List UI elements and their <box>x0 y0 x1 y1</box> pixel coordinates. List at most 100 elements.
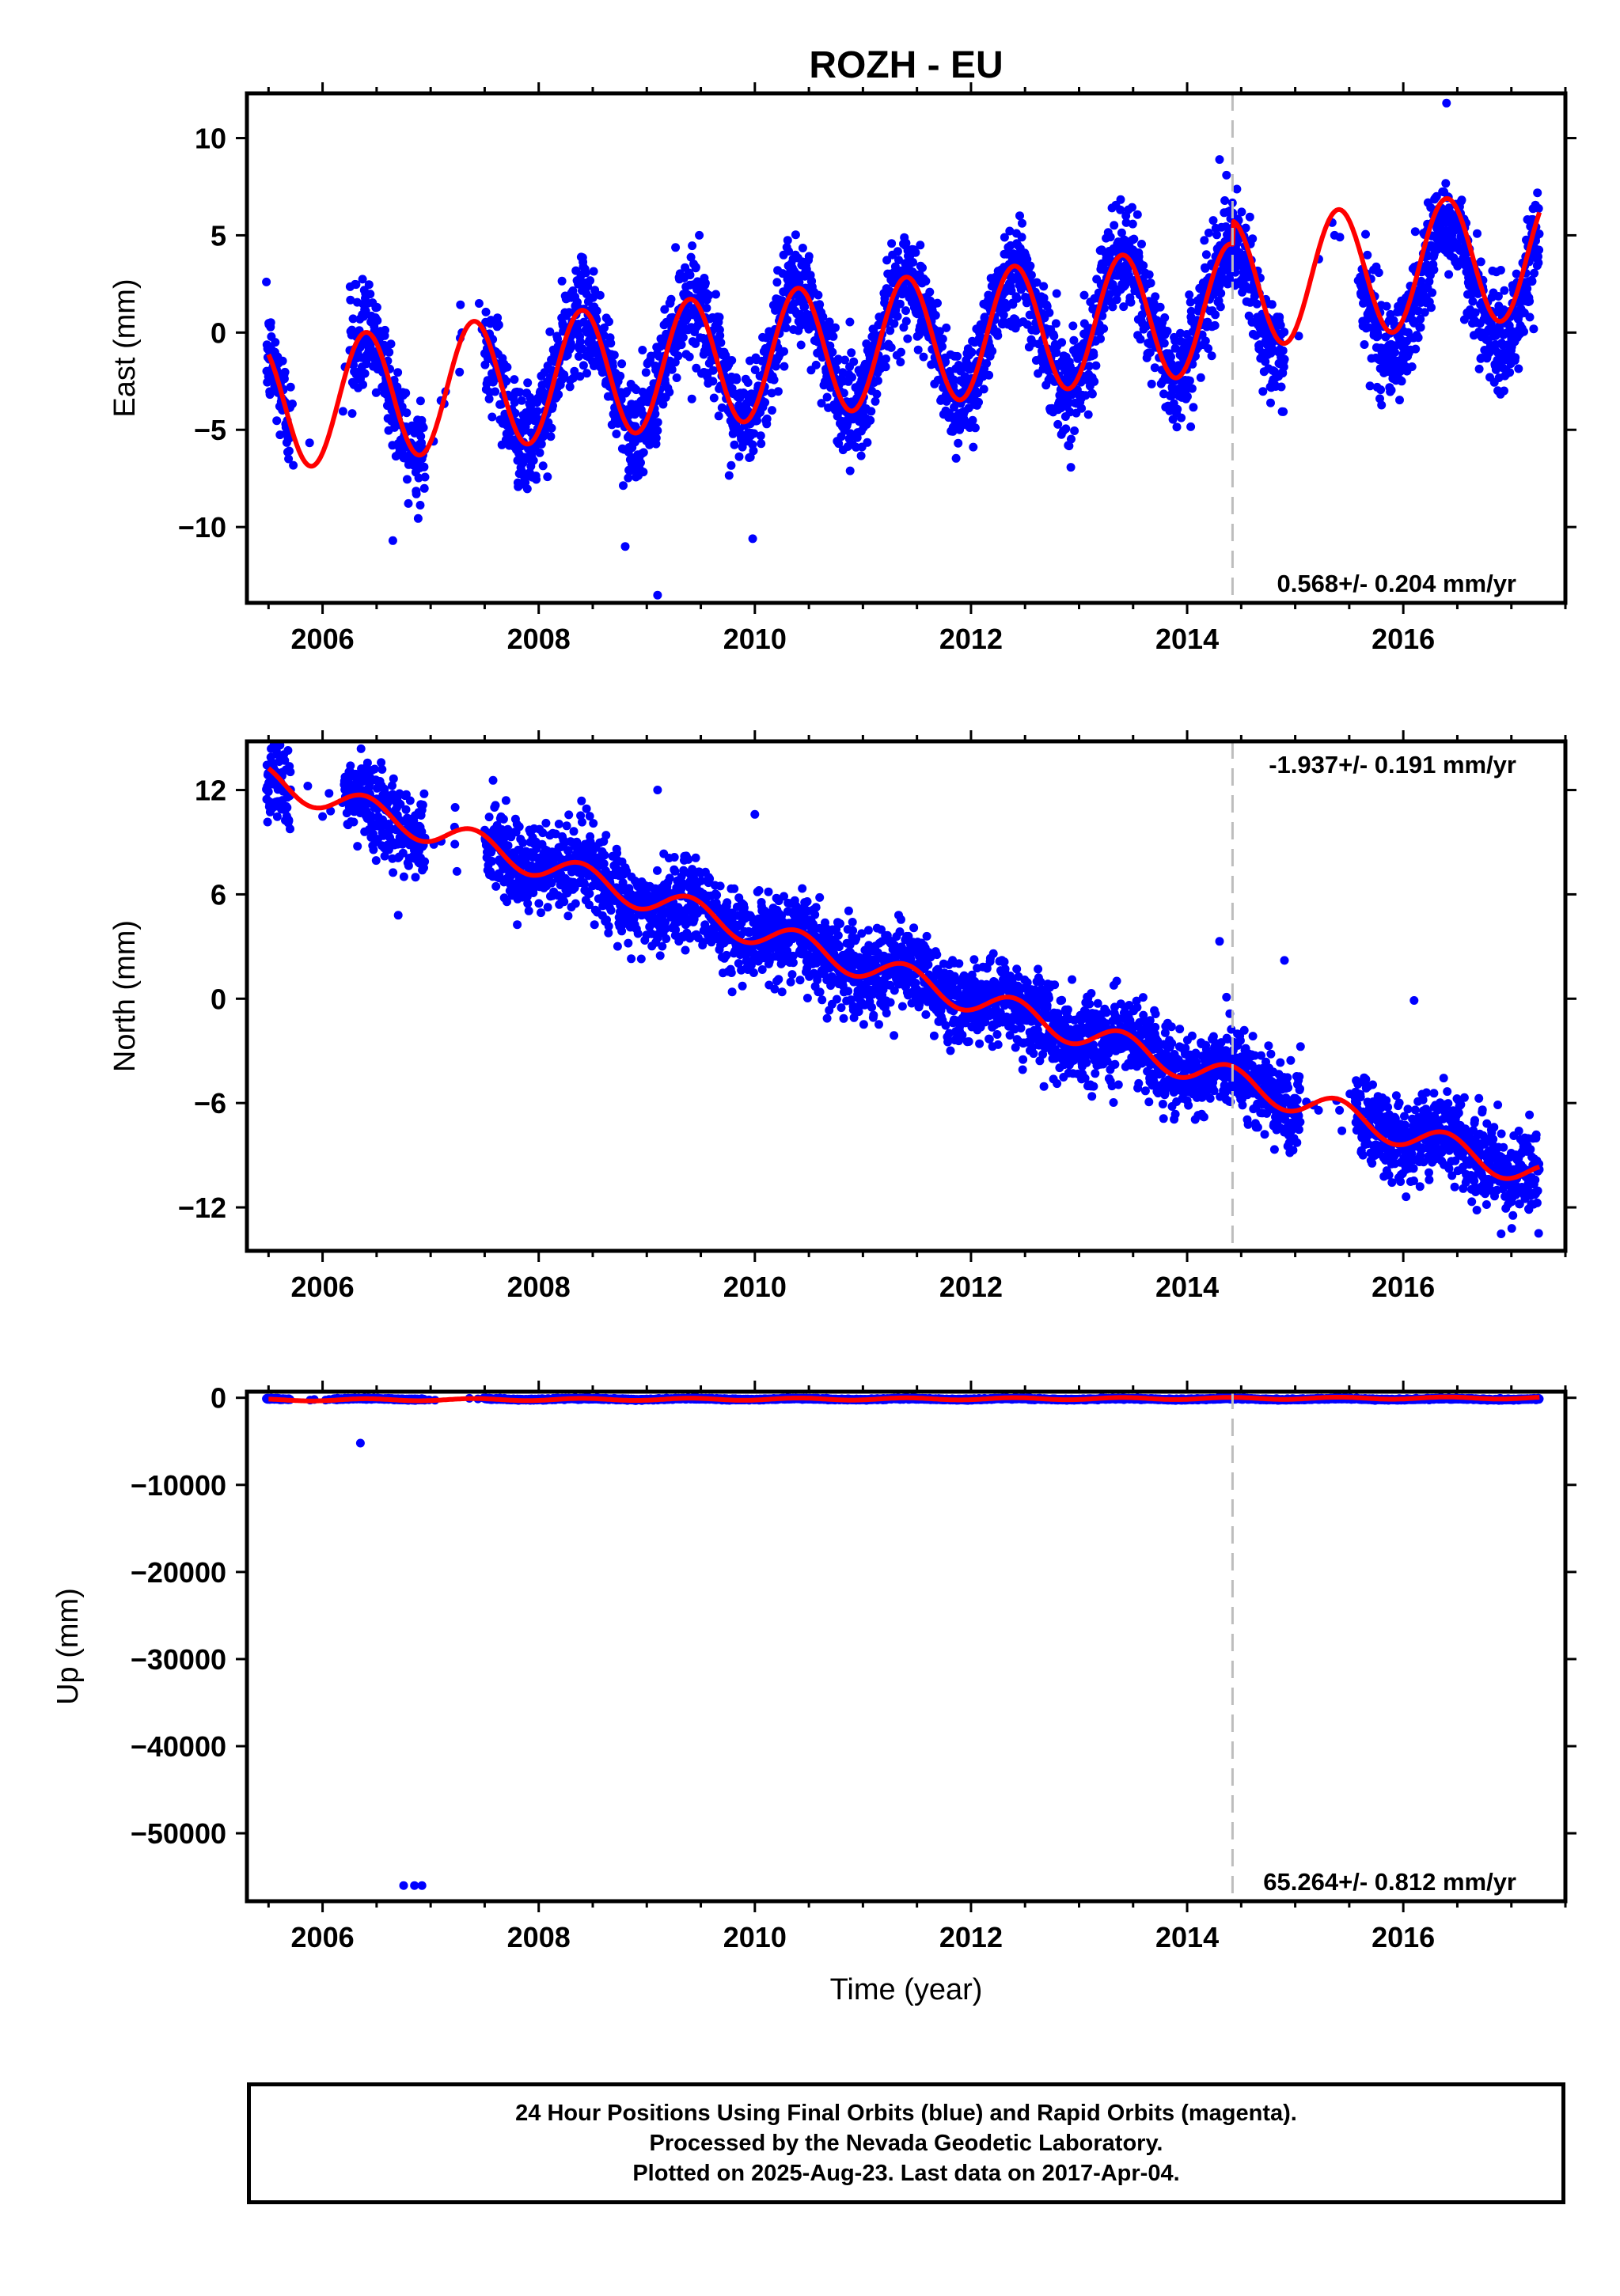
position-point <box>882 354 890 364</box>
position-point <box>564 810 574 820</box>
position-point <box>780 362 789 371</box>
position-point <box>893 247 902 256</box>
position-point <box>1500 386 1508 396</box>
position-point <box>730 440 739 449</box>
position-point <box>575 337 585 347</box>
position-point <box>305 438 314 448</box>
position-point <box>484 813 494 822</box>
position-point <box>1294 332 1303 341</box>
position-point <box>727 460 736 470</box>
position-point <box>1427 303 1436 313</box>
position-point <box>419 423 428 432</box>
position-point <box>872 389 882 399</box>
position-point <box>833 354 843 364</box>
position-point <box>636 458 645 468</box>
figure-title: ROZH - EU <box>809 44 1003 86</box>
position-point <box>715 881 725 891</box>
position-point <box>1136 335 1145 344</box>
position-point <box>653 426 662 435</box>
position-point <box>1099 324 1109 333</box>
position-point <box>931 311 940 320</box>
x-tick-label: 2016 <box>1371 623 1435 655</box>
position-point <box>867 407 876 416</box>
position-point <box>1077 404 1087 413</box>
position-point <box>371 388 381 397</box>
position-point <box>1069 335 1079 345</box>
position-point <box>586 276 595 286</box>
position-point <box>974 397 983 407</box>
position-point <box>1382 301 1391 311</box>
position-point <box>1098 311 1107 320</box>
position-point <box>581 268 590 278</box>
position-point <box>1067 434 1076 444</box>
position-point <box>968 415 977 425</box>
position-point <box>1079 290 1089 300</box>
position-point <box>1361 229 1370 239</box>
position-point <box>386 339 396 349</box>
position-point <box>814 290 823 300</box>
position-point <box>641 368 651 377</box>
position-point <box>606 906 616 915</box>
position-point <box>546 432 556 441</box>
position-point <box>1407 362 1417 371</box>
position-point <box>1139 261 1148 271</box>
position-point <box>491 387 500 396</box>
position-point <box>1534 258 1543 267</box>
position-point <box>455 367 465 377</box>
position-point <box>921 276 931 286</box>
position-point <box>1108 302 1117 312</box>
position-point <box>553 334 562 343</box>
position-point <box>272 812 282 821</box>
position-point <box>370 764 379 774</box>
position-point <box>743 378 753 387</box>
position-point <box>778 269 787 278</box>
position-point <box>781 324 791 332</box>
position-point <box>988 347 997 356</box>
position-point <box>1535 245 1544 255</box>
position-point <box>1182 392 1192 401</box>
position-point <box>979 385 988 394</box>
position-point <box>749 446 758 456</box>
position-point <box>524 906 533 915</box>
position-point <box>450 839 460 849</box>
position-point <box>1511 353 1520 362</box>
position-point <box>665 388 674 397</box>
position-point <box>1073 354 1083 363</box>
position-point <box>474 299 484 308</box>
position-point <box>568 373 578 383</box>
position-point <box>1150 363 1159 373</box>
position-point <box>1007 286 1016 296</box>
position-point <box>503 841 513 851</box>
position-point <box>616 371 625 381</box>
position-point <box>873 376 882 385</box>
position-point <box>1376 385 1386 395</box>
position-point <box>1428 288 1437 297</box>
position-point <box>373 316 382 325</box>
position-point <box>1132 210 1142 219</box>
position-point <box>557 276 567 286</box>
position-point <box>743 406 753 415</box>
position-point <box>266 318 275 328</box>
position-point <box>893 312 902 321</box>
position-point <box>397 402 407 411</box>
position-point <box>1444 270 1454 279</box>
position-point <box>897 347 905 357</box>
position-point <box>1527 277 1537 286</box>
position-point <box>577 796 586 805</box>
position-point <box>403 475 412 484</box>
position-point <box>404 498 413 508</box>
position-point <box>1196 373 1205 382</box>
position-point <box>818 312 828 321</box>
position-point <box>1261 357 1270 366</box>
position-point <box>636 954 646 964</box>
position-point <box>670 853 679 862</box>
position-point <box>1005 226 1015 236</box>
position-point <box>1201 263 1210 273</box>
position-point <box>554 820 563 828</box>
position-point <box>1413 333 1423 343</box>
position-point <box>941 357 950 366</box>
position-point <box>913 345 923 354</box>
outlier-point <box>748 534 757 544</box>
position-point <box>537 908 545 918</box>
x-tick-label: 2006 <box>291 623 355 655</box>
